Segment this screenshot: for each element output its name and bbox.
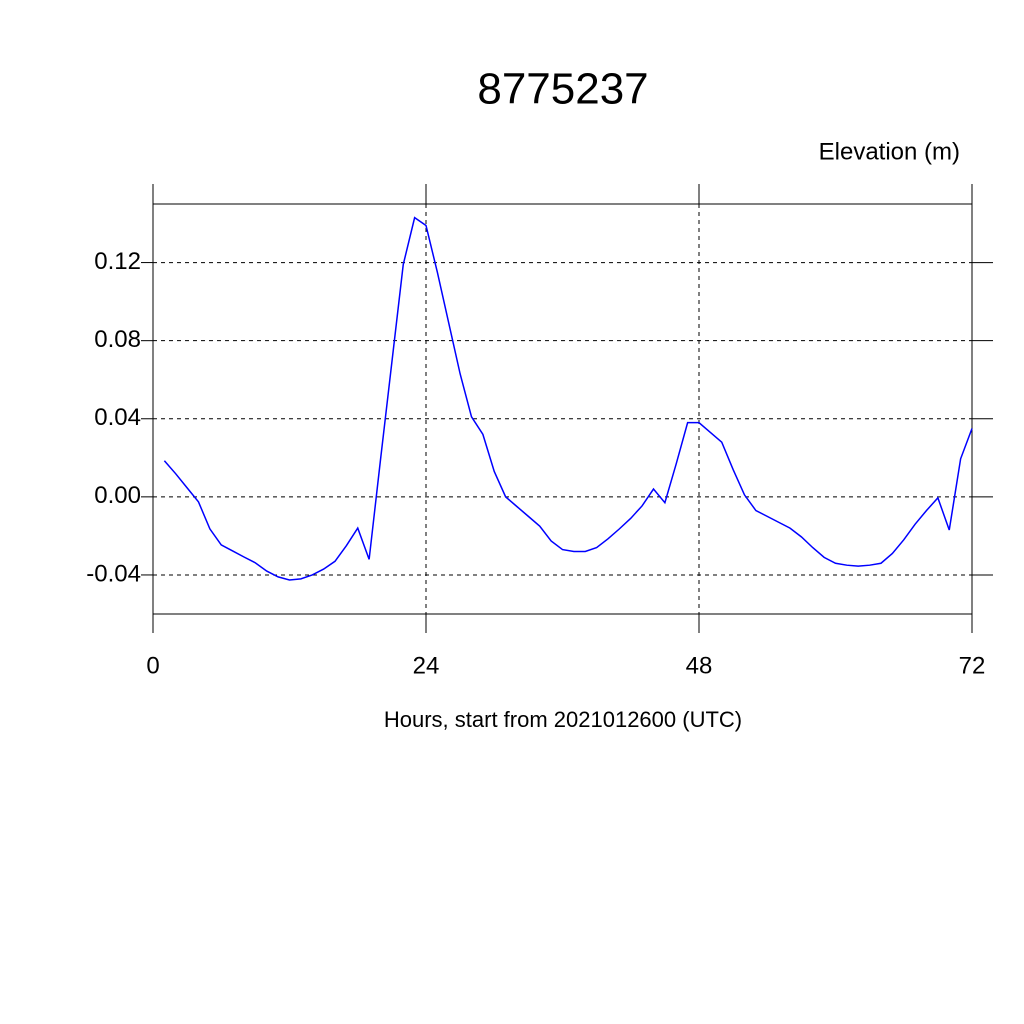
y-tick-label: 0.00 [94,482,141,509]
x-tick-label: 48 [686,652,713,679]
chart-title: 8775237 [477,65,648,114]
y-tick-label: 0.04 [94,404,141,431]
y-tick-label: -0.04 [86,560,141,587]
y-tick-label: 0.08 [94,326,141,353]
x-axis-label: Hours, start from 2021012600 (UTC) [384,707,742,732]
x-tick-label: 24 [413,652,440,679]
plot-frame [152,203,973,615]
data-line [163,216,973,581]
y-axis-label: Elevation (m) [819,138,960,165]
x-tick-label: 72 [959,652,986,679]
x-tick-label: 0 [146,652,159,679]
y-tick-label: 0.12 [94,248,141,275]
